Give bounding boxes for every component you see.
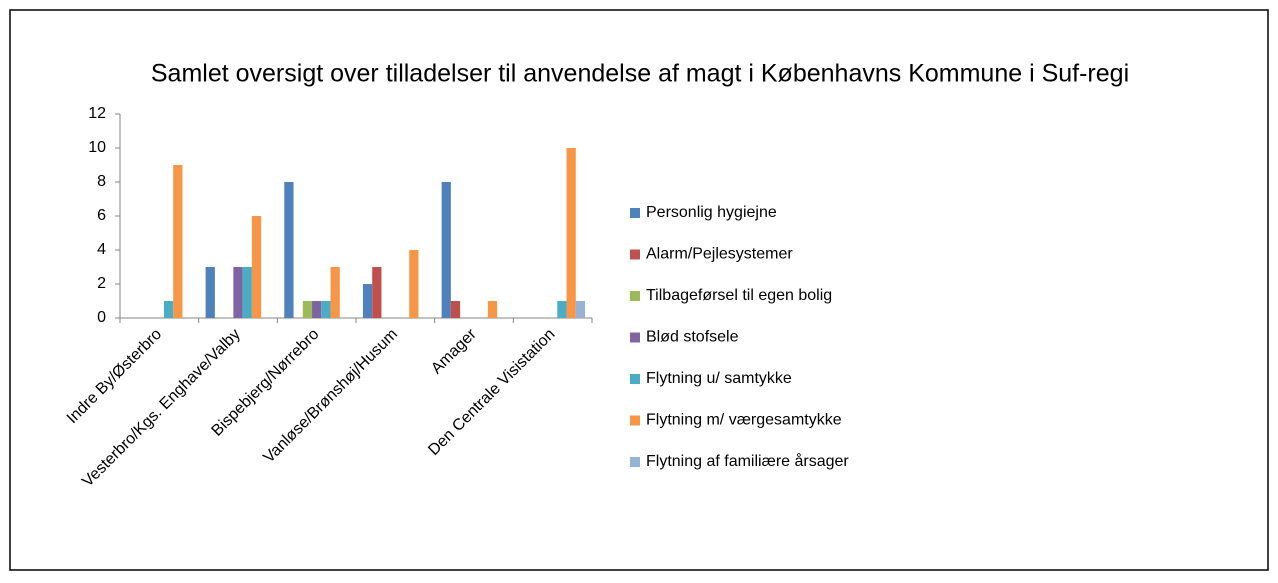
chart-frame	[9, 9, 1269, 571]
y-tick-label: 4	[97, 241, 106, 258]
bar	[441, 182, 451, 318]
bar	[450, 301, 461, 318]
legend-swatch	[630, 291, 640, 301]
legend-label: Flytning m/ værgesamtykke	[646, 412, 842, 429]
legend-swatch	[630, 208, 640, 218]
bar	[575, 301, 586, 318]
y-tick-label: 8	[97, 173, 106, 190]
bar	[163, 301, 174, 318]
legend-label: Personlig hygiejne	[646, 204, 777, 221]
legend-swatch	[630, 249, 640, 260]
legend-swatch	[630, 374, 640, 384]
y-tick-label: 10	[88, 139, 106, 156]
bar	[330, 267, 340, 318]
bar	[242, 267, 252, 318]
legend-label: Flytning af familiære årsager	[646, 452, 849, 470]
bar	[409, 250, 419, 318]
bar	[251, 216, 262, 318]
bar	[312, 301, 322, 318]
bar	[362, 284, 373, 318]
bar	[302, 301, 313, 318]
y-tick-label: 2	[97, 275, 106, 292]
y-tick-label: 12	[88, 105, 106, 122]
chart-title: Samlet oversigt over tilladelser til anv…	[151, 60, 1129, 88]
bar	[233, 267, 243, 318]
bar	[205, 267, 215, 318]
bar	[284, 182, 294, 318]
y-tick-label: 0	[97, 309, 106, 326]
legend-swatch	[630, 457, 640, 467]
bar	[372, 267, 382, 318]
legend-label: Flytning u/ samtykke	[646, 370, 792, 387]
bar	[557, 301, 567, 318]
bar	[173, 165, 183, 318]
legend-label: Blød stofsele	[646, 329, 739, 346]
bar	[566, 148, 576, 318]
legend-label: Alarm/Pejlesystemer	[646, 246, 793, 263]
legend-label: Tilbageførsel til egen bolig	[646, 287, 832, 304]
y-tick-label: 6	[97, 207, 106, 224]
legend-swatch	[630, 332, 640, 343]
bar	[321, 301, 331, 318]
bar	[487, 301, 498, 318]
legend-swatch	[630, 415, 640, 426]
